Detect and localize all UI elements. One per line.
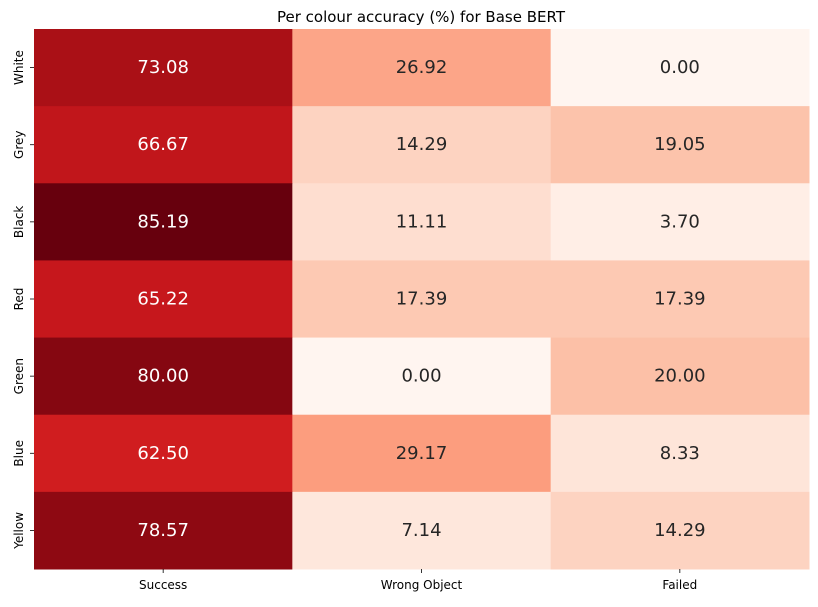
cell-value-label: 66.67 [137,134,189,155]
y-tick-label: Red [12,288,26,311]
heatmap-cell-black-wrong-object [292,183,552,261]
heatmap-cell-black-failed [550,183,810,261]
heatmap-cell-yellow-failed [550,491,810,570]
cell-value-label: 65.22 [137,289,189,310]
y-tick-label: White [12,50,26,85]
cell-value-label: 0.00 [401,366,441,387]
y-tick-label: Blue [12,440,26,467]
x-tick-label: Failed [662,578,697,592]
heatmap-cell-black-success [34,183,293,261]
x-tick-label: Success [139,578,187,592]
x-axis: Success Wrong Object Failed [139,569,697,592]
cell-value-labels: 73.08 26.92 0.00 66.67 14.29 19.05 85.19 11.11 3… [137,57,705,541]
cell-value-label: 78.57 [137,520,189,541]
cell-value-label: 17.39 [396,289,448,310]
cell-value-label: 11.11 [396,211,448,232]
cell-value-label: 17.39 [654,289,706,310]
heatmap-cell-white-failed [550,29,810,107]
heatmap-cell-red-wrong-object [292,260,552,339]
cell-value-label: 14.29 [654,520,706,541]
heatmap-cells [34,29,810,570]
heatmap-cell-red-success [34,260,293,339]
heatmap-cell-blue-wrong-object [292,414,552,493]
cell-value-label: 85.19 [137,211,189,232]
y-tick-label: Green [12,358,26,394]
heatmap-cell-grey-wrong-object [292,106,552,184]
heatmap-cell-white-success [34,29,293,107]
cell-value-label: 8.33 [660,443,700,464]
heatmap-cell-green-failed [550,337,810,416]
y-tick-label: Black [12,206,26,239]
cell-value-label: 0.00 [660,57,700,78]
cell-value-label: 3.70 [660,211,700,232]
cell-value-label: 62.50 [137,443,189,464]
heatmap-cell-green-wrong-object [292,337,552,416]
heatmap-cell-white-wrong-object [292,29,552,107]
heatmap-cell-yellow-success [34,491,293,570]
heatmap-cell-green-success [34,337,293,416]
heatmap-cell-grey-success [34,106,293,184]
cell-value-label: 14.29 [396,134,448,155]
cell-value-label: 26.92 [396,57,448,78]
cell-value-label: 19.05 [654,134,706,155]
cell-value-label: 7.14 [401,520,441,541]
x-tick-label: Wrong Object [381,578,463,592]
cell-value-label: 80.00 [137,366,189,387]
heatmap-cell-red-failed [550,260,810,339]
heatmap-cell-blue-success [34,414,293,493]
y-tick-label: Grey [12,130,26,158]
chart-title: Per colour accuracy (%) for Base BERT [277,8,566,26]
cell-value-label: 29.17 [396,443,448,464]
heatmap-cell-grey-failed [550,106,810,184]
heatmap-cell-yellow-wrong-object [292,491,552,570]
heatmap-cell-blue-failed [550,414,810,493]
y-tick-label: Yellow [12,512,26,550]
y-axis: White Grey Black Red Green Blue Yellow [12,50,34,550]
cell-value-label: 20.00 [654,366,706,387]
cell-value-label: 73.08 [137,57,189,78]
